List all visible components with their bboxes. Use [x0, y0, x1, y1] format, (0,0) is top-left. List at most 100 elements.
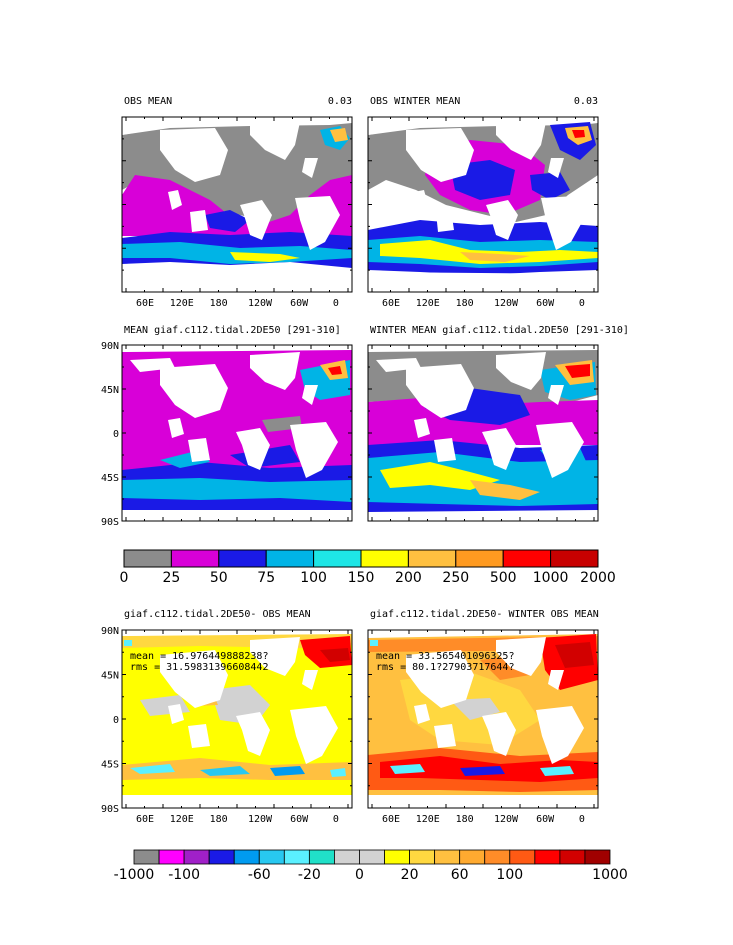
- colorbar-swatch: [334, 849, 360, 865]
- lon-tick-label: 60W: [290, 298, 309, 309]
- colorbar-swatch: [218, 549, 267, 568]
- colorbar-swatch: [208, 849, 235, 865]
- lon-tick-label: 120E: [416, 814, 440, 825]
- colorbar-swatch: [409, 849, 436, 865]
- colorbar-swatch: [123, 549, 172, 568]
- panel-diff-winter-obs-mean: giaf.c112.tidal.2DE50- WINTER OBS MEAN: [367, 609, 599, 809]
- lat-tick-label: 90S: [101, 517, 119, 528]
- colorbar-label: 200: [395, 570, 422, 586]
- lon-tick-label: 180: [210, 814, 228, 825]
- colorbar-swatch: [183, 849, 210, 865]
- lat-tick-label: 45S: [101, 760, 119, 771]
- colorbar-label: 0: [120, 570, 129, 586]
- panel-scale-value: 0.03: [574, 96, 598, 107]
- colorbar-label: 50: [210, 570, 228, 586]
- mean-readout: mean = 33.565401096325?: [376, 651, 514, 662]
- colorbar-swatch: [484, 849, 511, 865]
- map-field: [122, 117, 352, 292]
- colorbar-swatch: [550, 549, 599, 568]
- colorbar-label: 20: [401, 867, 419, 883]
- lat-tick-label: 45N: [101, 671, 119, 682]
- panel-title: WINTER MEAN giaf.c112.tidal.2DE50 [291-3…: [370, 325, 629, 336]
- colorbar-swatch: [313, 549, 362, 568]
- axes-layer: 60E 120E 180 120W 60W 0 60E 120E 180 120W 60W 0 90N 4…: [101, 116, 598, 825]
- map-field: [122, 345, 352, 521]
- panel-title: OBS WINTER MEAN: [370, 96, 460, 107]
- panel-model-mean: MEAN giaf.c112.tidal.2DE50 [291-310]: [121, 325, 353, 522]
- colorbar-swatch: [534, 849, 561, 865]
- panel-scale-value: 0.03: [328, 96, 352, 107]
- lon-tick-label: 120W: [494, 814, 519, 825]
- lon-tick-label: 120E: [170, 298, 194, 309]
- map-field: [368, 630, 598, 808]
- colorbar-swatch: [170, 549, 220, 568]
- lon-tick-label: 60W: [536, 814, 555, 825]
- lon-tick-label: 120W: [494, 298, 519, 309]
- lat-tick-label: 45S: [101, 473, 119, 484]
- colorbar-absolute: 0 25 50 75 100 150 200 250 500 1000 2000: [120, 549, 616, 586]
- panel-obs-mean: OBS MEAN 0.03: [121, 96, 353, 293]
- lon-tick-label: 180: [456, 298, 474, 309]
- colorbar-swatch: [502, 549, 552, 568]
- colorbar-label: 500: [490, 570, 517, 586]
- colorbar-label: 1000: [533, 570, 569, 586]
- colorbar-swatch: [559, 849, 586, 865]
- map-field: [368, 345, 598, 521]
- panel-title: OBS MEAN: [124, 96, 172, 107]
- colorbar-swatch: [509, 849, 536, 865]
- colorbar-swatch: [434, 849, 461, 865]
- panel-title: giaf.c112.tidal.2DE50- OBS MEAN: [124, 609, 311, 620]
- panel-diff-obs-mean: giaf.c112.tidal.2DE50- OBS MEAN: [121, 609, 353, 809]
- colorbar-label: 2000: [580, 570, 616, 586]
- colorbar-label: 25: [162, 570, 180, 586]
- lon-tick-label: 0: [333, 298, 339, 309]
- colorbar-swatch: [265, 549, 315, 568]
- panel-title: MEAN giaf.c112.tidal.2DE50 [291-310]: [124, 325, 341, 336]
- lon-tick-label: 0: [579, 814, 585, 825]
- colorbar-label: 100: [496, 867, 523, 883]
- map-field: [368, 117, 598, 292]
- lon-tick-label: 0: [579, 298, 585, 309]
- rms-readout: rms = 31.59831396608442: [130, 662, 268, 673]
- lat-tick-label: 0: [113, 429, 119, 440]
- colorbar-swatch: [258, 849, 285, 865]
- colorbar-label: 60: [451, 867, 469, 883]
- lon-tick-label: 60E: [382, 298, 400, 309]
- lon-tick-label: 60E: [136, 298, 154, 309]
- colorbar-swatch: [359, 849, 385, 865]
- lat-tick-label: 90N: [101, 626, 119, 637]
- colorbar-swatch: [455, 549, 504, 568]
- lon-tick-label: 0: [333, 814, 339, 825]
- mean-readout: mean = 16.976449888238?: [130, 651, 268, 662]
- colorbar-swatch: [407, 549, 457, 568]
- lon-tick-label: 60W: [536, 298, 555, 309]
- lon-tick-label: 180: [456, 814, 474, 825]
- colorbar-label: 250: [442, 570, 469, 586]
- colorbar-swatch: [584, 849, 611, 865]
- rms-readout: rms = 80.1?27903717644?: [376, 662, 514, 673]
- map-field: [122, 630, 352, 808]
- colorbar-label: 100: [300, 570, 327, 586]
- colorbar-swatch: [459, 849, 486, 865]
- panel-title: giaf.c112.tidal.2DE50- WINTER OBS MEAN: [370, 609, 599, 620]
- lon-tick-label: 60E: [136, 814, 154, 825]
- colorbar-label: -1000: [114, 867, 155, 883]
- lon-tick-label: 120E: [170, 814, 194, 825]
- lon-tick-label: 120W: [248, 814, 273, 825]
- colorbar-swatch: [158, 849, 185, 865]
- colorbar-swatch: [233, 849, 260, 865]
- lon-tick-label: 120E: [416, 298, 440, 309]
- colorbar-label: 1000: [592, 867, 628, 883]
- colorbar-label: 150: [348, 570, 375, 586]
- colorbar-label: -100: [168, 867, 200, 883]
- colorbar-label: -60: [248, 867, 271, 883]
- lat-tick-label: 90N: [101, 341, 119, 352]
- colorbar-swatch: [283, 849, 310, 865]
- lon-tick-label: 60E: [382, 814, 400, 825]
- lat-tick-label: 0: [113, 715, 119, 726]
- lat-tick-label: 45N: [101, 385, 119, 396]
- lat-tick-label: 90S: [101, 804, 119, 815]
- lon-tick-label: 60W: [290, 814, 309, 825]
- colorbar-swatch: [384, 849, 410, 865]
